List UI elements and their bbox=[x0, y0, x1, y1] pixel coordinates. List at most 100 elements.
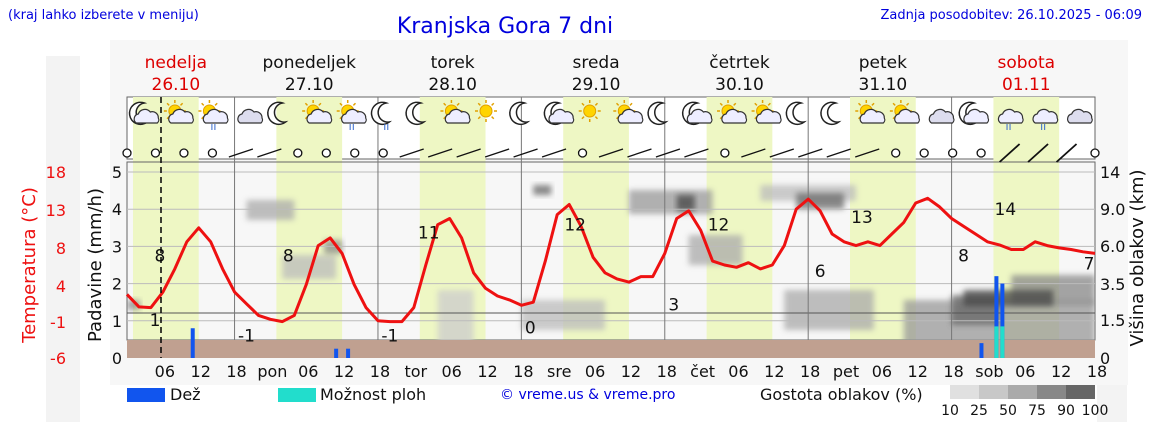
wind-light-icon bbox=[826, 148, 851, 158]
rain-bar-3 bbox=[979, 343, 984, 358]
wind-light-icon bbox=[257, 148, 282, 158]
temp-tick-0: -6 bbox=[50, 349, 66, 368]
wind-light-icon bbox=[598, 148, 624, 158]
weather-sun-cloud-icon bbox=[613, 100, 644, 124]
daylight-band-0 bbox=[132, 97, 199, 340]
cloud-patch-7 bbox=[521, 300, 606, 330]
weather-sun-icon bbox=[475, 100, 497, 122]
cloud-tick-1: 1.5 bbox=[1100, 311, 1125, 330]
grid bbox=[127, 97, 1095, 358]
cloud-shape bbox=[306, 108, 333, 124]
x-tick-21: 12 bbox=[908, 362, 928, 381]
wind-light-icon bbox=[427, 148, 453, 158]
density-tick-5: 100 bbox=[1082, 403, 1109, 419]
weather-moon-cloud-icon bbox=[681, 101, 713, 126]
sun-ray bbox=[905, 102, 910, 106]
cloud-shape bbox=[1067, 108, 1093, 124]
sun-ray bbox=[733, 102, 737, 106]
moon-shape bbox=[509, 101, 531, 126]
moon-shape bbox=[405, 101, 427, 126]
sun-ray bbox=[491, 116, 495, 120]
cloud-shape bbox=[686, 108, 713, 124]
wind-light-icon bbox=[627, 148, 652, 158]
x-tick-14: 18 bbox=[657, 362, 677, 381]
x-tick-10: 18 bbox=[513, 362, 533, 381]
rain-bar-5 bbox=[1000, 283, 1005, 358]
x-tick-26: 18 bbox=[1087, 362, 1107, 381]
legend-rain-swatch bbox=[127, 388, 165, 402]
cloud-layers bbox=[127, 185, 1095, 340]
storm-bar-1 bbox=[1000, 326, 1005, 358]
temp-label-9: 12 bbox=[708, 216, 730, 236]
density-swatch-0 bbox=[950, 385, 979, 399]
weather-sun-cloud-icon bbox=[889, 100, 920, 124]
cloud-shape bbox=[997, 108, 1024, 124]
weather-moon-icon bbox=[647, 101, 669, 126]
density-swatch-4 bbox=[1066, 385, 1095, 399]
wind-calm-icon bbox=[1090, 148, 1100, 158]
rain-drops: ıı bbox=[210, 120, 216, 133]
temp-label-5: 11 bbox=[418, 223, 440, 243]
wind-calm-icon bbox=[891, 148, 901, 158]
sun-ray bbox=[339, 102, 343, 106]
wind-symbols bbox=[122, 143, 1100, 163]
sun-ray bbox=[594, 102, 599, 106]
wind-light-icon bbox=[484, 148, 510, 158]
wind-calm-icon bbox=[150, 148, 161, 158]
precip-tick-0: 0 bbox=[112, 349, 122, 368]
cloud-patch-10 bbox=[676, 195, 695, 211]
credit-link[interactable]: © vreme.us & vreme.pro bbox=[500, 387, 676, 403]
rain-drops: ıı bbox=[383, 120, 389, 133]
wind-light-icon bbox=[541, 148, 567, 158]
cloud-patch-5 bbox=[324, 240, 343, 254]
daylight-bands bbox=[132, 97, 1060, 340]
cloud-patch-11 bbox=[688, 235, 743, 265]
cloud-shape bbox=[168, 108, 194, 124]
x-tick-4: 06 bbox=[298, 362, 318, 381]
x-tick-7: tor bbox=[404, 362, 427, 381]
cloud-shape bbox=[444, 108, 471, 124]
temp-label-7: 12 bbox=[564, 216, 586, 236]
sun-ray bbox=[477, 116, 481, 120]
weather-moon-rain-icon: ıı bbox=[370, 101, 393, 133]
sun-ray bbox=[871, 102, 875, 106]
weather-sun-icon bbox=[578, 100, 601, 122]
wind-light-icon bbox=[456, 148, 481, 158]
weather-sun-cloud-icon bbox=[717, 100, 748, 124]
density-label: Gostota oblakov (%) bbox=[760, 385, 923, 404]
weather-cloud-rain-icon: ıı bbox=[1032, 108, 1059, 133]
day-name-2: torek bbox=[431, 53, 475, 73]
temp-tick-4: 13 bbox=[46, 201, 66, 220]
temp-label-10: 6 bbox=[815, 262, 826, 282]
density-tick-4: 90 bbox=[1057, 403, 1075, 419]
x-tick-13: 12 bbox=[621, 362, 641, 381]
x-tick-25: 12 bbox=[1051, 362, 1071, 381]
wind-light-icon bbox=[655, 148, 681, 158]
wind-light-icon bbox=[769, 148, 795, 158]
wind-calm-icon bbox=[122, 148, 132, 158]
rain-drops: ıı bbox=[1006, 120, 1012, 133]
legend bbox=[127, 388, 316, 402]
x-tick-19: pet bbox=[833, 362, 859, 381]
wind-light-icon bbox=[684, 148, 709, 158]
cloud-patch-0 bbox=[127, 300, 141, 310]
temperature-line bbox=[125, 196, 1096, 324]
wind-light-icon bbox=[228, 148, 254, 158]
wind-calm-icon bbox=[350, 148, 360, 158]
sun-disc bbox=[583, 104, 597, 118]
cloud-shape bbox=[617, 108, 644, 124]
x-tick-17: 12 bbox=[764, 362, 784, 381]
cloud-shape bbox=[202, 108, 229, 124]
weather-cloud-icon bbox=[928, 108, 955, 124]
wind-light-icon bbox=[399, 148, 424, 158]
cloud-patch-13 bbox=[796, 193, 845, 209]
rain-bar-2 bbox=[346, 348, 351, 358]
sun-ray bbox=[214, 102, 218, 106]
x-tick-18: 18 bbox=[800, 362, 820, 381]
precip-tick-5: 5 bbox=[112, 163, 122, 182]
sun-ray bbox=[443, 102, 447, 106]
cloud-shape bbox=[237, 108, 264, 124]
weather-sun-cloud-rain-icon: ıı bbox=[336, 100, 367, 133]
wind-strong-icon bbox=[998, 143, 1021, 163]
cloud-tick-4: 9.0 bbox=[1100, 200, 1125, 219]
